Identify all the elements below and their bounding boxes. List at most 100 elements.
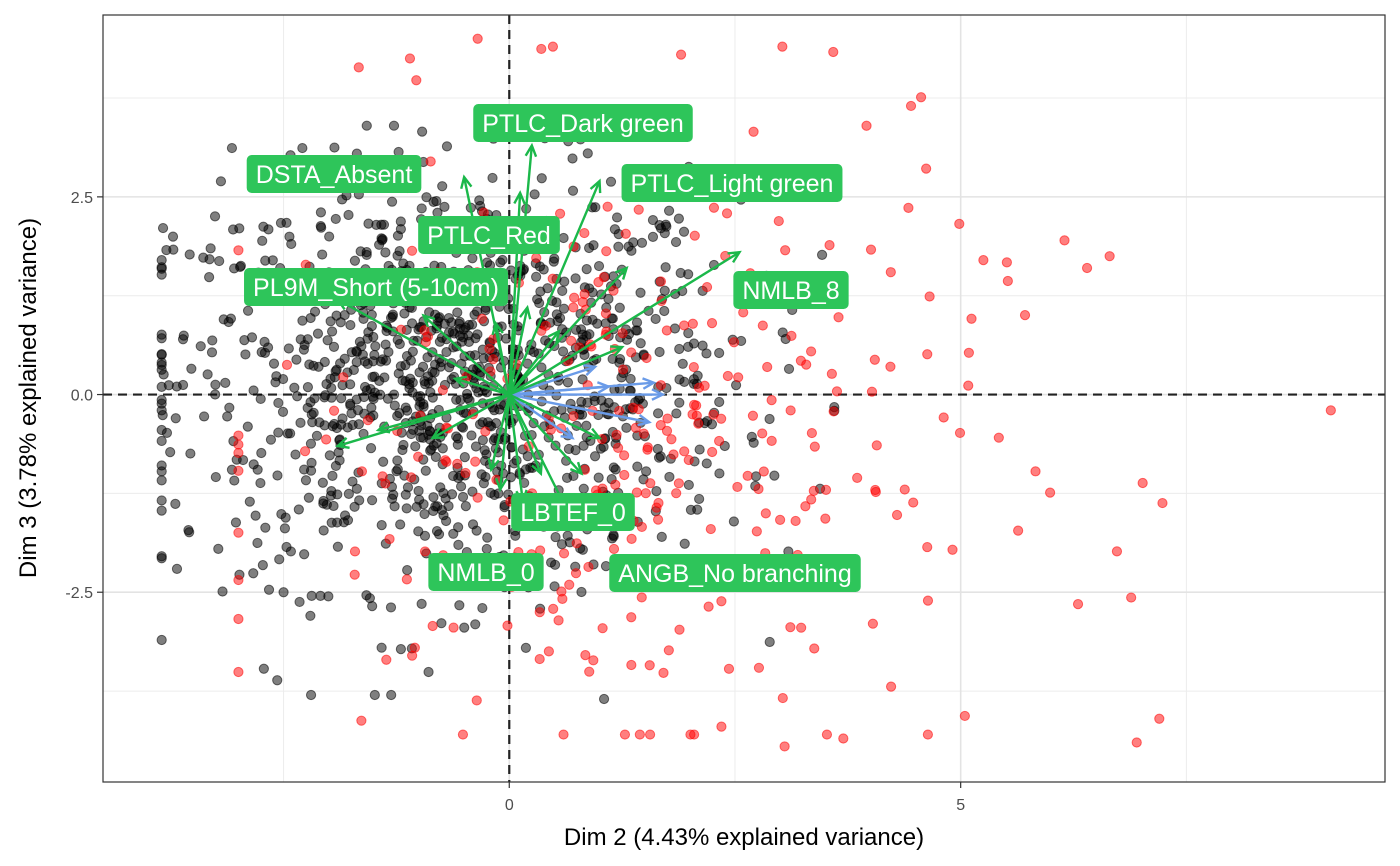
- data-point-black: [395, 644, 406, 655]
- data-point-red: [608, 543, 620, 555]
- data-point-black: [578, 483, 589, 494]
- data-point-red: [633, 204, 644, 215]
- data-point-red: [674, 624, 685, 635]
- data-point-black: [479, 445, 490, 456]
- data-point-red: [993, 432, 1004, 443]
- data-point-black: [259, 336, 270, 347]
- data-point-red: [757, 428, 768, 439]
- data-point-red: [568, 411, 579, 422]
- data-point-red: [233, 439, 244, 450]
- data-point-black: [210, 389, 221, 400]
- data-point-red: [233, 574, 244, 586]
- data-point-black: [455, 394, 466, 406]
- data-point-red: [751, 526, 762, 537]
- variable-arrow: [487, 394, 511, 473]
- variable-arrow: [508, 345, 625, 396]
- data-point-black: [783, 363, 795, 375]
- data-point-black: [429, 367, 440, 378]
- data-point-red: [728, 337, 740, 348]
- arrow-head: [589, 178, 602, 194]
- variable-label-box: [609, 554, 861, 592]
- data-point-red: [762, 361, 773, 373]
- data-point-black: [554, 312, 566, 324]
- data-point-black: [632, 461, 643, 472]
- data-point-red: [353, 62, 364, 73]
- data-point-black: [248, 385, 259, 396]
- data-point-black: [493, 488, 504, 499]
- data-point-black: [654, 346, 665, 358]
- data-point-black: [600, 561, 612, 572]
- data-point-red: [233, 245, 244, 256]
- data-point-black: [583, 242, 595, 254]
- data-point-black: [248, 568, 259, 579]
- arrow-head: [582, 364, 598, 377]
- data-point-red: [723, 663, 735, 674]
- data-point-black: [227, 224, 239, 235]
- data-point-black: [392, 464, 403, 475]
- data-point-red: [1019, 310, 1031, 321]
- data-point-black: [651, 486, 662, 497]
- data-point-black: [481, 543, 492, 555]
- data-point-black: [659, 305, 670, 317]
- data-point-red: [865, 244, 877, 255]
- data-point-black: [636, 237, 648, 248]
- data-point-black: [270, 377, 281, 388]
- y-axis-title: Dim 3 (3.78% explained variance): [15, 218, 42, 578]
- data-point-red: [558, 729, 569, 740]
- data-point-red: [597, 623, 608, 634]
- data-point-black: [362, 333, 373, 344]
- data-point-red: [534, 653, 545, 665]
- data-point-red: [777, 41, 788, 52]
- data-point-black: [578, 440, 589, 451]
- data-point-black: [581, 315, 592, 326]
- data-point-red: [922, 541, 933, 553]
- data-point-black: [452, 433, 464, 444]
- data-point-red: [619, 469, 630, 481]
- data-point-black: [748, 437, 759, 448]
- data-point-red: [790, 515, 801, 527]
- data-point-black: [305, 689, 317, 701]
- data-point-black: [291, 354, 302, 365]
- data-point-red: [922, 595, 934, 606]
- data-point-red: [338, 372, 349, 383]
- data-point-black: [430, 309, 441, 320]
- data-point-black: [647, 214, 659, 226]
- data-point-red: [579, 289, 590, 300]
- data-point-red: [721, 208, 733, 219]
- arrow-shaft: [509, 385, 609, 396]
- data-point-red: [480, 426, 491, 437]
- data-point-red: [795, 355, 806, 366]
- data-point-red: [796, 622, 807, 633]
- data-point-black: [156, 435, 167, 447]
- arrow-head: [421, 313, 436, 328]
- data-point-red: [766, 395, 777, 406]
- data-point-red: [820, 484, 832, 496]
- data-point-black: [714, 347, 725, 359]
- data-point-red: [742, 470, 753, 481]
- data-point-red: [655, 380, 667, 391]
- arrow-head: [727, 250, 742, 263]
- data-point-black: [664, 471, 675, 483]
- data-point-red: [838, 733, 849, 744]
- data-point-red: [300, 259, 311, 270]
- data-point-black: [480, 305, 491, 316]
- arrow-head: [513, 190, 526, 205]
- data-point-black: [246, 332, 258, 343]
- data-point-black: [467, 253, 478, 264]
- data-point-black: [156, 495, 167, 506]
- data-point-red: [687, 318, 698, 329]
- data-point-red: [820, 513, 831, 524]
- data-point-black: [418, 432, 429, 443]
- data-point-red: [747, 410, 759, 421]
- data-point-black: [386, 689, 397, 701]
- variable-arrow: [508, 178, 602, 396]
- data-point-black: [183, 524, 194, 536]
- data-point-black: [156, 333, 167, 344]
- data-point-black: [279, 523, 291, 534]
- data-point-red: [828, 46, 839, 58]
- variable-label-text: NMLB_0: [437, 559, 534, 587]
- data-point-black: [156, 505, 167, 516]
- data-point-red: [867, 618, 878, 629]
- data-point-black: [369, 689, 380, 701]
- data-point-black: [378, 219, 390, 230]
